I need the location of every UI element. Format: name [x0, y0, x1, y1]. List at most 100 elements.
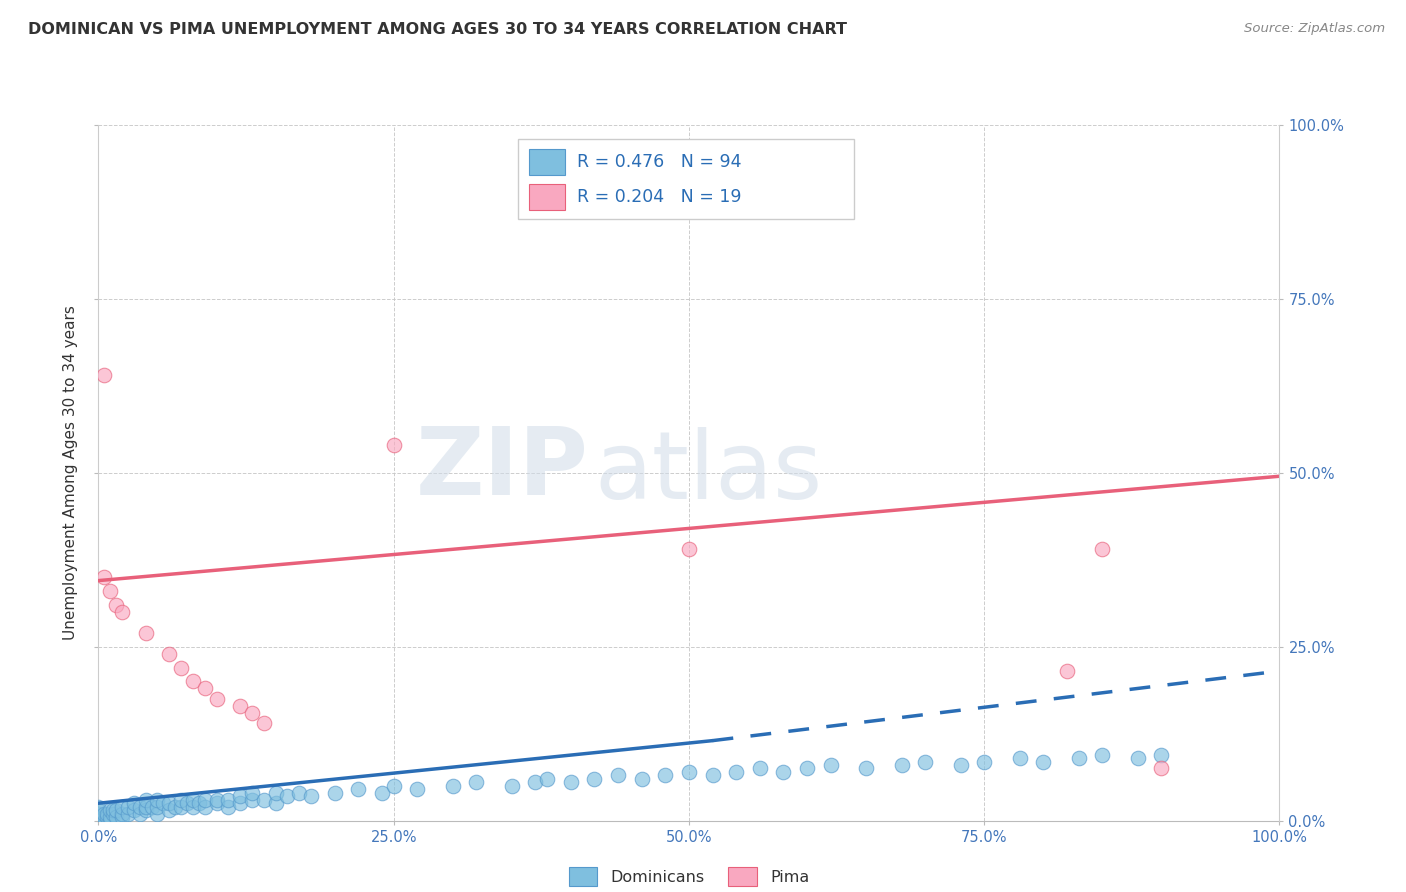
Point	[181, 799, 204, 814]
Point	[524, 775, 547, 789]
Point	[98, 803, 121, 817]
Point	[111, 810, 134, 824]
Point	[194, 681, 217, 696]
Point	[1056, 664, 1078, 678]
Point	[96, 810, 118, 824]
Text: DOMINICAN VS PIMA UNEMPLOYMENT AMONG AGES 30 TO 34 YEARS CORRELATION CHART: DOMINICAN VS PIMA UNEMPLOYMENT AMONG AGE…	[28, 22, 848, 37]
Point	[654, 768, 676, 782]
Point	[772, 764, 794, 779]
Point	[96, 806, 118, 821]
Point	[1091, 542, 1114, 557]
Bar	[530, 184, 565, 211]
FancyBboxPatch shape	[517, 139, 855, 219]
Point	[1091, 747, 1114, 762]
Text: ZIP: ZIP	[416, 424, 589, 516]
Point	[194, 799, 217, 814]
Point	[240, 793, 263, 807]
Point	[205, 796, 228, 810]
Point	[1067, 751, 1090, 765]
Point	[105, 810, 128, 824]
Point	[157, 796, 180, 810]
Point	[536, 772, 558, 786]
Point	[371, 786, 394, 800]
Point	[382, 779, 405, 793]
Point	[1032, 755, 1054, 769]
Legend: Dominicans, Pima: Dominicans, Pima	[562, 861, 815, 892]
Point	[181, 674, 204, 689]
Point	[264, 796, 287, 810]
Point	[187, 796, 209, 810]
Point	[299, 789, 322, 804]
Point	[111, 806, 134, 821]
Point	[157, 803, 180, 817]
Point	[323, 786, 346, 800]
Text: Source: ZipAtlas.com: Source: ZipAtlas.com	[1244, 22, 1385, 36]
Point	[105, 803, 128, 817]
Point	[135, 799, 157, 814]
Point	[253, 793, 276, 807]
Point	[98, 584, 121, 599]
Point	[702, 768, 724, 782]
Point	[181, 793, 204, 807]
Point	[128, 806, 150, 821]
Point	[264, 786, 287, 800]
Point	[87, 803, 110, 817]
Point	[93, 810, 115, 824]
Point	[152, 796, 174, 810]
Point	[93, 806, 115, 821]
Point	[217, 793, 239, 807]
Point	[111, 605, 134, 619]
Point	[141, 799, 163, 814]
Point	[93, 814, 115, 828]
Point	[105, 598, 128, 612]
Point	[288, 786, 311, 800]
Point	[229, 789, 252, 804]
Text: R = 0.204   N = 19: R = 0.204 N = 19	[576, 188, 741, 206]
Point	[347, 782, 370, 797]
Point	[117, 799, 139, 814]
Point	[194, 793, 217, 807]
Point	[253, 716, 276, 731]
Point	[229, 698, 252, 713]
Point	[229, 796, 252, 810]
Point	[973, 755, 995, 769]
Point	[98, 810, 121, 824]
Point	[465, 775, 488, 789]
Point	[87, 806, 110, 821]
Point	[135, 803, 157, 817]
Point	[146, 806, 169, 821]
Point	[820, 758, 842, 772]
Point	[146, 793, 169, 807]
Point	[122, 803, 145, 817]
Point	[135, 625, 157, 640]
Point	[276, 789, 298, 804]
Point	[101, 806, 124, 821]
Point	[87, 814, 110, 828]
Point	[748, 761, 770, 775]
Point	[87, 810, 110, 824]
Point	[205, 793, 228, 807]
Point	[240, 786, 263, 800]
Point	[157, 647, 180, 661]
Y-axis label: Unemployment Among Ages 30 to 34 years: Unemployment Among Ages 30 to 34 years	[63, 305, 79, 640]
Text: atlas: atlas	[595, 426, 823, 519]
Point	[128, 799, 150, 814]
Point	[441, 779, 464, 793]
Point	[205, 692, 228, 706]
Point	[406, 782, 429, 797]
Point	[122, 796, 145, 810]
Point	[1008, 751, 1031, 765]
Point	[135, 793, 157, 807]
Point	[725, 764, 748, 779]
Point	[1150, 761, 1173, 775]
Point	[117, 806, 139, 821]
Point	[914, 755, 936, 769]
Point	[111, 799, 134, 814]
Point	[890, 758, 912, 772]
Point	[93, 368, 115, 383]
Point	[98, 814, 121, 828]
Point	[176, 796, 198, 810]
Text: R = 0.476   N = 94: R = 0.476 N = 94	[576, 153, 741, 170]
Point	[678, 764, 700, 779]
Point	[1126, 751, 1149, 765]
